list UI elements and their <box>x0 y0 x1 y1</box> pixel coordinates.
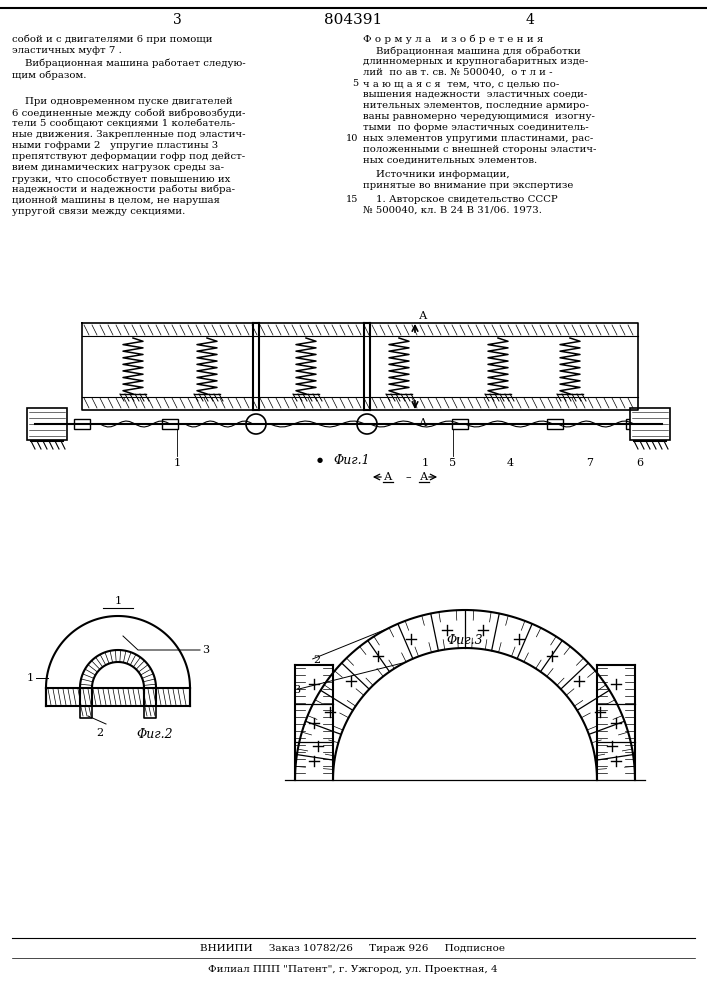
Text: А: А <box>420 472 428 482</box>
Text: 1: 1 <box>27 673 34 683</box>
Text: эластичных муфт 7 .: эластичных муфт 7 . <box>12 46 122 55</box>
Circle shape <box>246 414 266 434</box>
Text: 1: 1 <box>173 458 180 468</box>
Text: вием динамических нагрузок среды за-: вием динамических нагрузок среды за- <box>12 163 224 172</box>
Text: ционной машины в целом, не нарушая: ционной машины в целом, не нарушая <box>12 196 220 205</box>
Bar <box>162 419 178 429</box>
Text: вышения надежности  эластичных соеди-: вышения надежности эластичных соеди- <box>363 90 588 99</box>
Text: 1: 1 <box>421 458 428 468</box>
Text: ных соединительных элементов.: ных соединительных элементов. <box>363 156 537 165</box>
Text: Φиг.1: Φиг.1 <box>333 454 370 467</box>
Text: 5: 5 <box>352 79 358 88</box>
Bar <box>452 419 468 429</box>
Text: 1. Авторское свидетельство СССР: 1. Авторское свидетельство СССР <box>363 195 558 204</box>
Text: 7: 7 <box>587 458 593 468</box>
Text: щим образом.: щим образом. <box>12 70 86 80</box>
Text: лий  по ав т. св. № 500040,  о т л и -: лий по ав т. св. № 500040, о т л и - <box>363 68 552 77</box>
Text: нительных элементов, последние армиро-: нительных элементов, последние армиро- <box>363 101 589 110</box>
Text: А: А <box>419 418 427 428</box>
Bar <box>81 687 91 707</box>
Text: упругой связи между секциями.: упругой связи между секциями. <box>12 207 185 216</box>
Text: –: – <box>405 472 411 482</box>
Text: Ф о р м у л а   и з о б р е т е н и я: Ф о р м у л а и з о б р е т е н и я <box>363 35 544 44</box>
Text: 4: 4 <box>525 13 534 27</box>
Text: тыми  по форме эластичных соединитель-: тыми по форме эластичных соединитель- <box>363 123 589 132</box>
Text: Филиал ППП "Патент", г. Ужгород, ул. Проектная, 4: Филиал ППП "Патент", г. Ужгород, ул. Про… <box>208 965 498 974</box>
Bar <box>359 419 375 429</box>
Text: А: А <box>384 472 392 482</box>
Text: 3: 3 <box>173 13 182 27</box>
Bar <box>74 419 90 429</box>
Text: тели 5 сообщают секциями 1 колебатель-: тели 5 сообщают секциями 1 колебатель- <box>12 119 235 128</box>
Text: Φиг.2: Φиг.2 <box>136 728 173 741</box>
Text: Вибрационная машина для обработки: Вибрационная машина для обработки <box>363 46 580 55</box>
Text: грузки, что способствует повышению их: грузки, что способствует повышению их <box>12 174 230 184</box>
Text: При одновременном пуске двигателей: При одновременном пуске двигателей <box>12 97 233 106</box>
Text: 2: 2 <box>96 728 103 738</box>
Text: Вибрационная машина работает следую-: Вибрационная машина работает следую- <box>12 59 245 68</box>
Text: № 500040, кл. В 24 В 31/06. 1973.: № 500040, кл. В 24 В 31/06. 1973. <box>363 206 542 215</box>
Text: ваны равномерно чередующимися  изогну-: ваны равномерно чередующимися изогну- <box>363 112 595 121</box>
Text: положенными с внешней стороны эластич-: положенными с внешней стороны эластич- <box>363 145 597 154</box>
Text: 10: 10 <box>346 134 358 143</box>
Bar <box>547 419 563 429</box>
Text: 3: 3 <box>293 685 300 695</box>
Bar <box>630 408 670 440</box>
Text: А: А <box>419 311 427 321</box>
Bar <box>626 419 642 429</box>
Text: 1: 1 <box>115 596 122 606</box>
Text: препятствуют деформации гофр под дейст-: препятствуют деформации гофр под дейст- <box>12 152 245 161</box>
Text: 4: 4 <box>506 458 513 468</box>
Text: 804391: 804391 <box>324 13 382 27</box>
Text: 6: 6 <box>636 458 643 468</box>
Bar <box>145 687 155 707</box>
Circle shape <box>357 414 377 434</box>
Text: 5: 5 <box>450 458 457 468</box>
Text: ●: ● <box>317 456 323 464</box>
Text: 3: 3 <box>202 645 209 655</box>
Text: 2: 2 <box>313 655 320 665</box>
Text: 6 соединенные между собой вибровозбуди-: 6 соединенные между собой вибровозбуди- <box>12 108 245 117</box>
Text: собой и с двигателями 6 при помощи: собой и с двигателями 6 при помощи <box>12 35 213 44</box>
Text: Источники информации,: Источники информации, <box>363 170 510 179</box>
Text: ных элементов упругими пластинами, рас-: ных элементов упругими пластинами, рас- <box>363 134 593 143</box>
Text: 15: 15 <box>346 195 358 204</box>
Text: ные движения. Закрепленные под эластич-: ные движения. Закрепленные под эластич- <box>12 130 245 139</box>
Text: ч а ю щ а я с я  тем, что, с целью по-: ч а ю щ а я с я тем, что, с целью по- <box>363 79 559 88</box>
Text: Φиг.3: Φиг.3 <box>447 634 484 647</box>
Bar <box>247 419 263 429</box>
Bar <box>27 408 67 440</box>
Text: ВНИИПИ     Заказ 10782/26     Тираж 926     Подписное: ВНИИПИ Заказ 10782/26 Тираж 926 Подписно… <box>201 944 506 953</box>
Text: ными гофрами 2   упругие пластины 3: ными гофрами 2 упругие пластины 3 <box>12 141 218 150</box>
Text: принятые во внимание при экспертизе: принятые во внимание при экспертизе <box>363 181 573 190</box>
Text: надежности и надежности работы вибра-: надежности и надежности работы вибра- <box>12 185 235 194</box>
Text: длинномерных и крупногабаритных изде-: длинномерных и крупногабаритных изде- <box>363 57 588 66</box>
